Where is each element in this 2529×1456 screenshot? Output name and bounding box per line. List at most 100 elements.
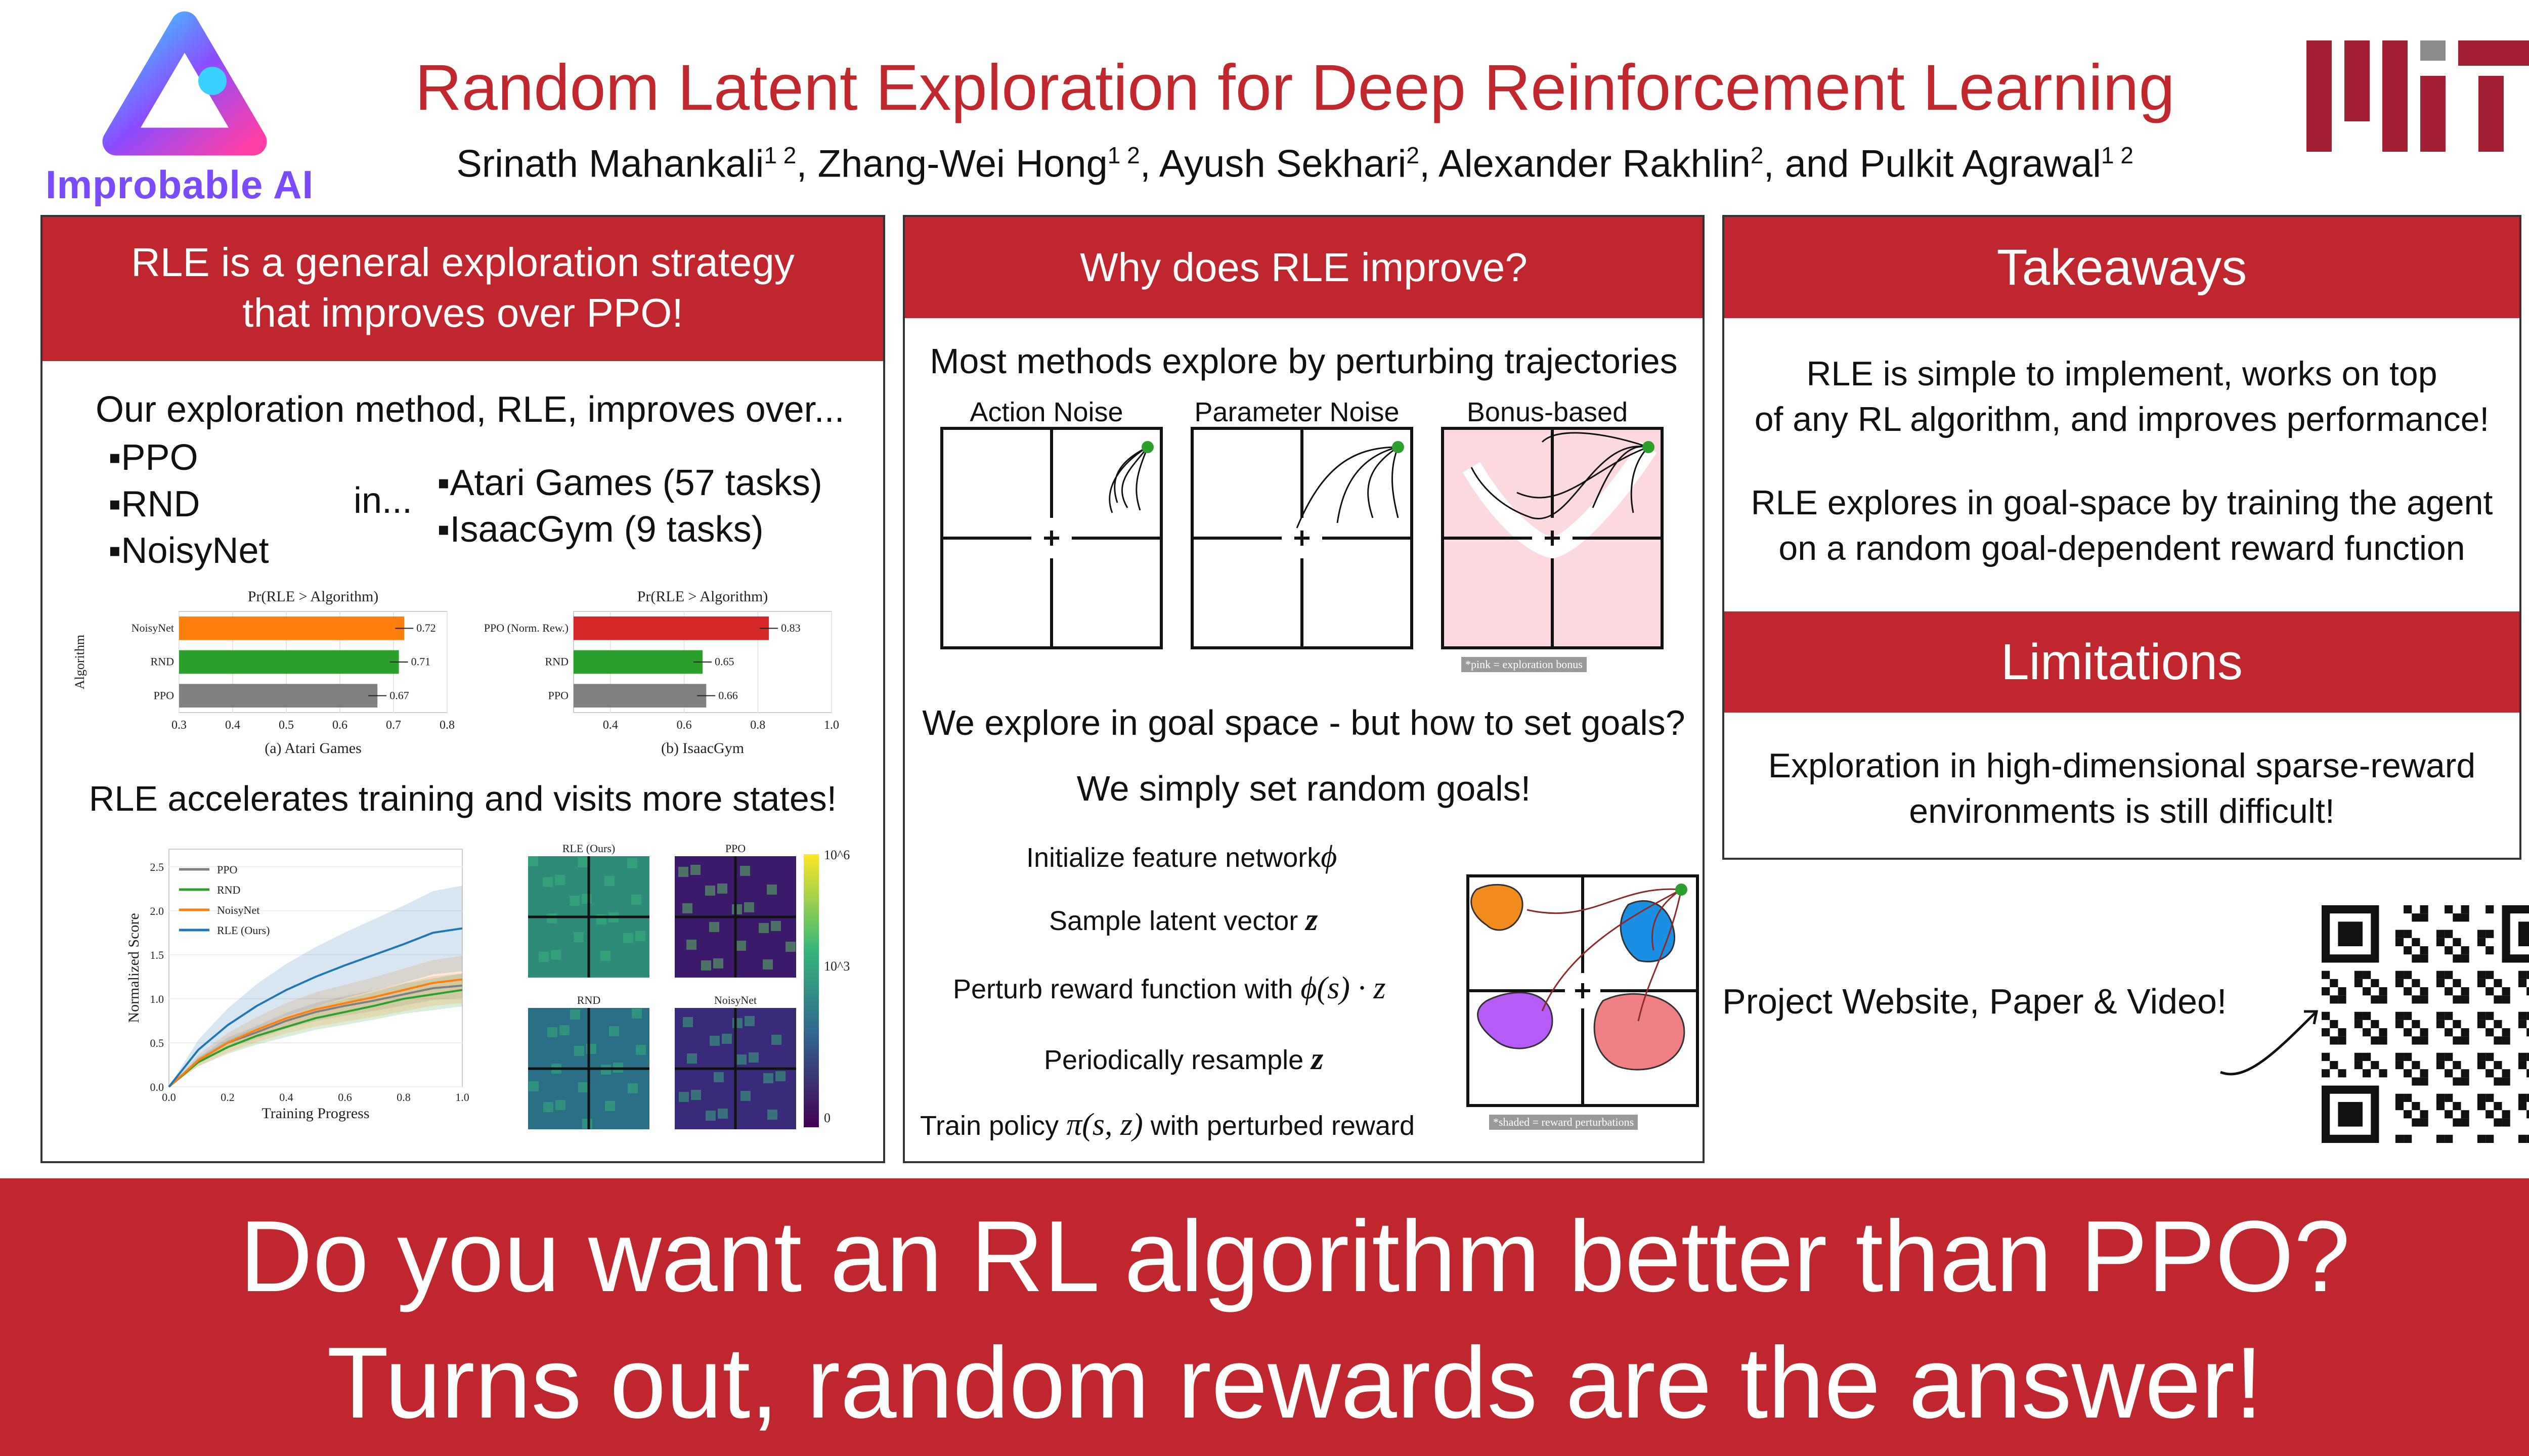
qr-module — [2338, 1069, 2346, 1078]
qr-module — [2518, 1061, 2527, 1070]
qr-module — [2461, 905, 2469, 914]
step-item: Train policy π(s, z) with perturbed rewa… — [920, 1108, 1415, 1142]
x-tick-label: 0.4 — [603, 719, 618, 732]
author-name: Ayush Sekhari — [1159, 142, 1407, 186]
y-tick-label: PPO (Norm. Rew.) — [484, 622, 569, 634]
heatmap-cell — [740, 866, 750, 876]
qr-module — [2420, 905, 2428, 914]
banner-line: Do you want an RL algorithm better than … — [239, 1200, 2350, 1313]
qr-module — [2404, 930, 2412, 938]
heatmap-cell — [528, 856, 538, 866]
y-tick-label: NoisyNet — [132, 622, 174, 634]
qr-module — [2395, 938, 2404, 947]
heatmap-cell — [547, 913, 557, 923]
qr-module — [2404, 905, 2412, 914]
bar-chart-atari: Pr(RLE > Algorithm) 0.3 0.4 0.5 0.6 0.7 0.8 Noi… — [73, 588, 455, 757]
line-chart-training: 0.0 0.5 1.0 1.5 2.0 2.5 0.0 0.2 0.4 0.6 0.8 1.0 PPO R… — [125, 849, 469, 1122]
heatmap-cell — [543, 1102, 553, 1112]
qr-module — [2477, 1020, 2486, 1029]
chart-subtitle: (b) IsaacGym — [661, 740, 744, 757]
heatmap-cell — [771, 1035, 781, 1045]
qr-module — [2494, 1101, 2502, 1111]
diagram-title: Bonus-based — [1466, 397, 1628, 427]
qr-module — [2461, 1036, 2469, 1045]
qr-module — [2395, 979, 2404, 988]
heatmap-cell — [547, 1027, 557, 1037]
legend-label: RLE (Ours) — [217, 924, 270, 937]
heatmap-title: NoisyNet — [714, 994, 757, 1006]
x-tick-label: 1.0 — [455, 1091, 469, 1104]
heatmap-cell — [582, 1119, 592, 1129]
project-link[interactable]: Project Website, Paper & Video! — [1722, 982, 2227, 1021]
heatmap-cell — [559, 1025, 570, 1035]
qr-module — [2379, 1028, 2387, 1037]
qr-module — [2371, 1036, 2379, 1045]
heatmap-cell — [745, 1016, 755, 1026]
qr-module — [2412, 1101, 2420, 1111]
heatmap-cell — [551, 950, 561, 960]
qr-module — [2453, 1061, 2461, 1070]
step-item: Sample latent vector z — [1049, 903, 1318, 937]
qr-module — [2395, 1011, 2404, 1020]
y-tick-label: RND — [151, 655, 174, 668]
x-tick-label: 0.2 — [221, 1091, 235, 1104]
qr-module — [2461, 946, 2469, 955]
heatmap-cell — [570, 896, 580, 906]
qr-module — [2486, 970, 2494, 979]
heatmap-cell — [631, 895, 641, 905]
qr-module — [2371, 995, 2379, 1004]
qr-module — [2412, 995, 2420, 1004]
poster-title: Random Latent Exploration for Deep Reinf… — [415, 52, 2175, 124]
heatmap-cell — [732, 904, 742, 914]
qr-module — [2412, 1036, 2420, 1045]
qr-module — [2502, 995, 2510, 1004]
heatmap-cell — [717, 884, 727, 894]
list-item: ▪PPO — [108, 437, 198, 478]
qr-module — [2420, 1069, 2428, 1078]
answer-text: We simply set random goals! — [1076, 769, 1531, 808]
qr-module — [2420, 913, 2428, 922]
bar — [179, 650, 399, 674]
qr-code-icon[interactable] — [2322, 905, 2529, 1143]
qr-module — [2486, 930, 2494, 938]
heatmap-cell — [578, 1082, 588, 1092]
qr-module — [2477, 1093, 2486, 1102]
diagram-title: Parameter Noise — [1194, 397, 1400, 427]
qr-module — [2445, 946, 2453, 955]
heatmap-cell — [740, 1091, 751, 1101]
panel-header: RLE is a general exploration strategy th… — [42, 217, 883, 361]
heatmap-cell — [763, 959, 773, 969]
qr-module — [2354, 1011, 2363, 1020]
heatmap-cell — [678, 867, 688, 877]
qr-module — [2322, 970, 2330, 979]
x-tick-label: 0.6 — [338, 1091, 352, 1104]
heatmap-cell — [706, 1111, 716, 1121]
x-tick-label: 1.0 — [824, 719, 839, 732]
mit-logo — [2306, 40, 2529, 154]
heatmap-cell — [529, 1081, 539, 1091]
heatmap-cell — [749, 1052, 759, 1063]
section-heading: RLE accelerates training and visits more… — [89, 779, 837, 818]
qr-module — [2526, 1134, 2529, 1143]
qr-module — [2436, 979, 2445, 988]
qr-module — [2445, 970, 2453, 979]
author-name: Pulkit Agrawal — [1859, 142, 2101, 186]
data-label: 0.83 — [781, 622, 801, 634]
y-tick-label: 0.5 — [150, 1037, 164, 1049]
takeaway-text: RLE explores in goal-space by training t… — [1751, 483, 2493, 567]
bottom-banner: Do you want an RL algorithm better than … — [0, 1178, 2529, 1456]
colorbar-tick-label: 10^3 — [824, 959, 850, 974]
qr-module — [2486, 1134, 2494, 1143]
data-label: 0.72 — [416, 622, 436, 634]
qr-module — [2445, 1069, 2453, 1078]
lab-logo-text: Improbable AI — [46, 162, 314, 207]
qr-module — [2518, 970, 2527, 979]
heatmap-cell — [555, 1100, 565, 1110]
qr-module — [2486, 1028, 2494, 1037]
colorbar-tick-label: 10^6 — [824, 848, 850, 862]
heatmap-cell — [570, 1009, 580, 1020]
qr-module — [2338, 1028, 2346, 1037]
y-tick-label: PPO — [154, 689, 174, 701]
qr-module — [2322, 1052, 2330, 1061]
qr-module — [2436, 930, 2445, 938]
